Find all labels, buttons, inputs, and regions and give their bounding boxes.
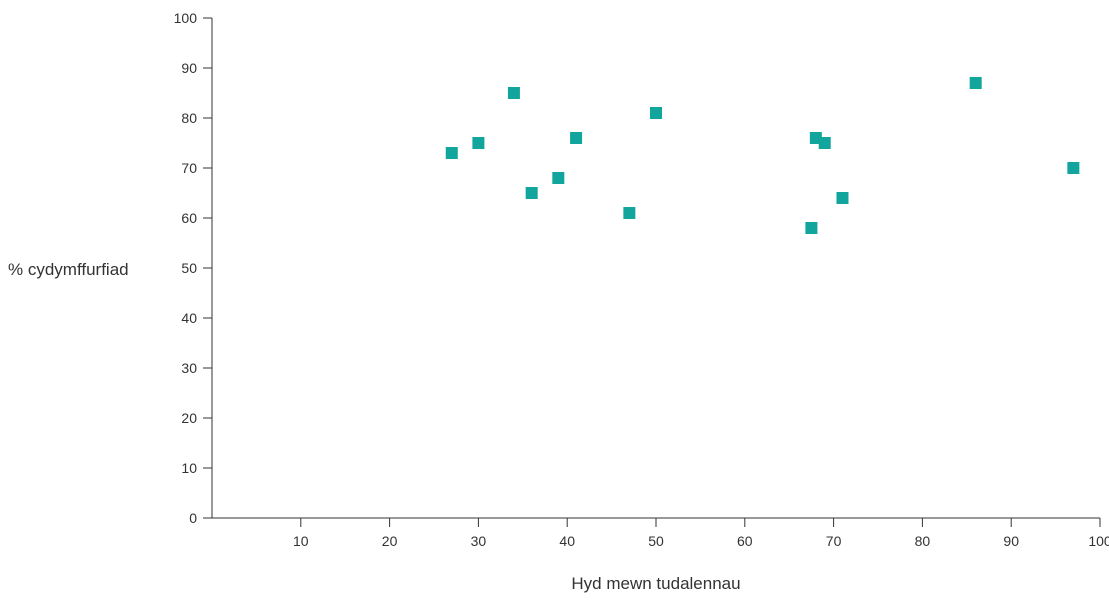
data-point	[1067, 162, 1080, 174]
x-tick-label: 10	[293, 533, 309, 549]
data-point	[805, 222, 818, 234]
x-tick-label: 40	[559, 533, 575, 549]
x-tick-label: 80	[915, 533, 931, 549]
x-axis-label: Hyd mewn tudalennau	[571, 574, 740, 593]
y-tick-label: 0	[189, 510, 197, 526]
x-tick-label: 70	[826, 533, 842, 549]
y-axis: 0 10 20 30 40 50 60 70 80 90 100	[174, 10, 213, 526]
data-point	[623, 207, 636, 219]
data-points	[445, 77, 1080, 234]
data-point	[969, 77, 982, 89]
data-point	[836, 192, 849, 204]
data-point	[525, 187, 538, 199]
data-point	[570, 132, 583, 144]
y-tick-label: 60	[181, 210, 197, 226]
y-tick-label: 100	[174, 10, 198, 26]
x-axis: 10 20 30 40 50 60 70 80 90 100	[212, 517, 1109, 549]
data-point	[472, 137, 485, 149]
y-tick-label: 30	[181, 360, 197, 376]
x-tick-label: 90	[1003, 533, 1019, 549]
y-tick-label: 50	[181, 260, 197, 276]
data-point	[445, 147, 458, 159]
x-tick-label: 100	[1088, 533, 1109, 549]
y-tick-label: 80	[181, 110, 197, 126]
data-point	[818, 137, 831, 149]
y-tick-label: 20	[181, 410, 197, 426]
data-point	[552, 172, 565, 184]
y-tick-label: 90	[181, 60, 197, 76]
data-point	[650, 107, 662, 119]
x-tick-label: 20	[382, 533, 398, 549]
x-tick-label: 60	[737, 533, 753, 549]
x-tick-label: 30	[471, 533, 487, 549]
y-tick-label: 70	[181, 160, 197, 176]
x-tick-label: 50	[648, 533, 664, 549]
y-tick-label: 40	[181, 310, 197, 326]
data-point	[507, 87, 520, 99]
y-tick-label: 10	[181, 460, 197, 476]
y-axis-label: % cydymffurfiad	[8, 260, 129, 279]
